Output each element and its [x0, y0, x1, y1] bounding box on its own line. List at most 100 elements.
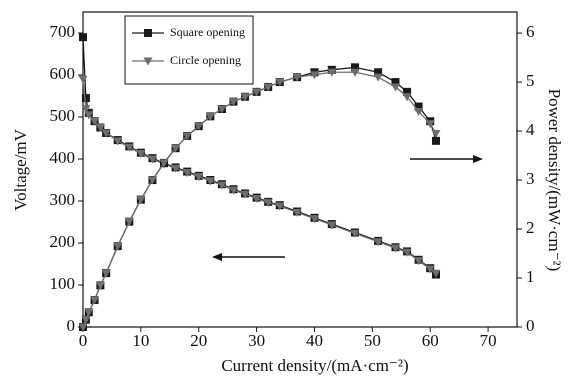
legend-label: Square opening	[170, 25, 245, 39]
y-tick-label: 500	[50, 106, 76, 125]
y2-tick-label: 5	[526, 71, 535, 90]
marker	[373, 238, 383, 247]
arrow-left	[212, 253, 285, 261]
y2-tick-label: 1	[526, 267, 535, 286]
marker	[275, 202, 285, 211]
marker	[402, 93, 412, 102]
marker	[90, 117, 100, 126]
x-tick-label: 60	[422, 331, 439, 350]
y-tick-label: 100	[50, 274, 76, 293]
marker	[327, 221, 337, 230]
marker	[136, 150, 146, 159]
marker	[414, 107, 424, 116]
plot-frame	[82, 11, 518, 328]
marker	[95, 281, 105, 290]
y-tick-label: 700	[50, 22, 76, 41]
x-tick-label: 30	[248, 331, 265, 350]
marker	[124, 218, 134, 227]
marker	[217, 105, 227, 114]
marker	[425, 120, 435, 129]
marker	[113, 242, 123, 251]
marker	[292, 73, 302, 82]
marker	[309, 71, 319, 80]
marker	[263, 83, 273, 92]
marker	[402, 248, 412, 257]
marker	[374, 68, 383, 77]
marker	[101, 269, 111, 278]
marker	[171, 144, 181, 153]
x-tick-label: 0	[79, 331, 88, 350]
y2-axis-label: Power density/(mW·cm⁻²)	[545, 89, 564, 272]
marker	[431, 129, 441, 138]
x-tick-label: 10	[132, 331, 149, 350]
marker	[84, 308, 94, 317]
x-tick-label: 20	[190, 331, 207, 350]
marker	[194, 122, 204, 131]
marker	[84, 111, 94, 120]
marker	[81, 316, 91, 325]
marker	[228, 186, 238, 195]
marker	[391, 78, 400, 87]
marker	[350, 63, 359, 72]
y-tick-label: 600	[50, 64, 76, 83]
marker	[252, 194, 262, 203]
marker	[240, 93, 250, 102]
series-line	[82, 79, 437, 274]
marker	[414, 257, 424, 266]
marker	[159, 159, 169, 168]
marker	[78, 75, 88, 84]
marker	[327, 68, 337, 77]
legend-box	[124, 15, 254, 85]
y-tick-label: 0	[67, 316, 76, 335]
marker	[350, 68, 360, 77]
y-axis-label: Voltage/mV	[11, 128, 30, 211]
y2-tick-label: 0	[526, 316, 535, 335]
marker	[182, 168, 192, 177]
legend-marker	[144, 29, 152, 37]
marker	[124, 143, 134, 152]
marker	[309, 215, 319, 224]
legend-marker	[143, 57, 153, 66]
marker	[292, 208, 302, 217]
y-tick-label: 300	[50, 190, 76, 209]
marker	[182, 132, 192, 141]
marker	[217, 181, 227, 190]
legend-label: Circle opening	[170, 53, 241, 67]
marker	[275, 78, 285, 87]
marker	[431, 269, 441, 278]
y2-tick-label: 6	[526, 22, 535, 41]
y-tick-label: 200	[50, 232, 76, 251]
marker	[81, 105, 91, 114]
marker	[263, 199, 273, 208]
marker	[90, 296, 100, 305]
marker	[431, 136, 440, 145]
y-tick-label: 400	[50, 148, 76, 167]
x-tick-label: 70	[480, 331, 497, 350]
marker	[79, 33, 87, 42]
marker	[425, 265, 435, 274]
marker	[194, 173, 204, 182]
y2-tick-label: 3	[526, 169, 535, 188]
marker	[240, 190, 250, 199]
marker	[81, 94, 90, 103]
marker	[171, 164, 181, 173]
marker	[350, 229, 360, 238]
marker	[414, 102, 423, 111]
marker	[101, 129, 111, 138]
marker	[390, 83, 400, 92]
marker	[95, 124, 105, 132]
marker	[205, 112, 215, 121]
marker	[147, 155, 157, 164]
marker	[252, 88, 262, 97]
marker	[78, 323, 88, 332]
arrow-right	[410, 155, 483, 163]
marker	[205, 177, 215, 186]
marker	[136, 196, 146, 205]
x-tick-label: 40	[306, 331, 323, 350]
y2-tick-label: 4	[526, 120, 535, 139]
marker	[113, 137, 123, 146]
x-axis-label: Current density/(mA·cm⁻²)	[221, 356, 408, 375]
marker	[147, 176, 157, 185]
marker	[390, 244, 400, 253]
